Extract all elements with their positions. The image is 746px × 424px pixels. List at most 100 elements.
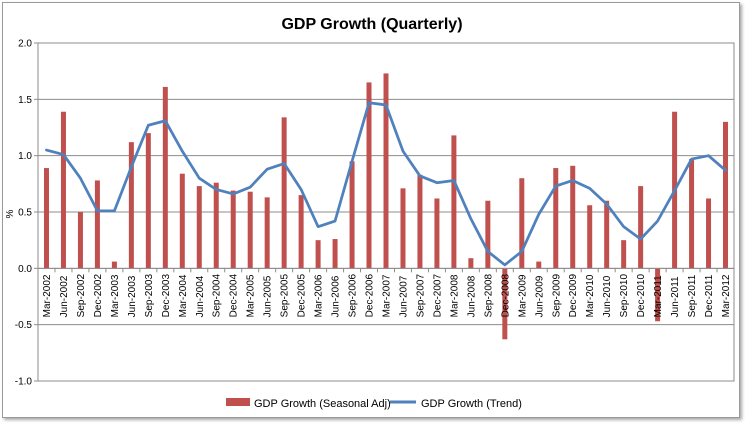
y-tick-label: -1.0 <box>15 377 33 388</box>
x-tick-label: Mar-2010 <box>585 274 596 317</box>
x-tick-label: Sep-2003 <box>144 274 155 318</box>
bar <box>638 186 644 269</box>
bar <box>145 133 151 269</box>
x-tick-label: Dec-2008 <box>500 274 511 318</box>
chart-title: GDP Growth (Quarterly) <box>281 16 462 33</box>
x-tick-label: Jun-2007 <box>398 275 409 317</box>
x-tick-label: Mar-2011 <box>653 275 664 317</box>
line-series <box>45 101 727 267</box>
x-tick-label: Sep-2008 <box>483 274 494 318</box>
chart-frame: GDP Growth (Quarterly) -1.0 -0.5 0.0 0.5 1.0… <box>2 2 740 418</box>
x-tick-label: Jun-2003 <box>127 275 138 317</box>
bar <box>706 198 712 269</box>
y-axis-label: % <box>5 209 16 218</box>
legend: GDP Growth (Seasonal Adj) GDP Growth (Tr… <box>226 398 522 410</box>
x-tick-label: Dec-2010 <box>636 274 647 318</box>
x-axis <box>37 267 735 273</box>
x-tick-label: Mar-2007 <box>382 274 393 317</box>
bar <box>536 261 542 269</box>
bar <box>604 200 610 269</box>
bar <box>162 86 168 269</box>
y-tick-label: 1.5 <box>18 95 32 106</box>
bar <box>43 168 49 269</box>
bar <box>196 186 202 269</box>
x-tick-label: Sep-2005 <box>280 274 291 318</box>
y-tick-label: 1.0 <box>18 151 32 162</box>
x-tick-label: Mar-2002 <box>42 274 53 317</box>
legend-label-line: GDP Growth (Trend) <box>421 398 522 410</box>
bar <box>349 161 355 269</box>
x-tick-label: Mar-2008 <box>449 274 460 317</box>
x-tick-label: Mar-2005 <box>246 274 257 317</box>
bar <box>179 173 185 269</box>
x-tick-label: Jun-2004 <box>195 275 206 317</box>
x-tick-label: Jun-2008 <box>466 275 477 317</box>
x-tick-label: Dec-2003 <box>161 274 172 318</box>
bar <box>213 182 219 269</box>
bar <box>434 198 440 269</box>
x-tick-label: Mar-2006 <box>314 274 325 317</box>
x-tick-label: Sep-2007 <box>415 274 426 318</box>
chart-canvas: GDP Growth (Quarterly) -1.0 -0.5 0.0 0.5 1.0… <box>5 16 735 410</box>
x-tick-label: Mar-2004 <box>178 274 189 317</box>
bar <box>230 190 236 269</box>
bar <box>94 180 100 269</box>
bar <box>247 191 253 269</box>
bar <box>485 200 491 269</box>
bar <box>553 168 559 269</box>
x-tick-label: Sep-2002 <box>76 274 87 318</box>
legend-swatch-bar <box>226 398 250 406</box>
x-tick-label: Sep-2010 <box>619 274 630 318</box>
x-tick-label: Mar-2003 <box>110 274 121 317</box>
x-tick-label: Dec-2005 <box>297 274 308 318</box>
x-tick-label: Jun-2005 <box>263 275 274 317</box>
bar <box>111 261 117 269</box>
x-axis-tick-labels: Mar-2002 Jun-2002 Sep-2002 Dec-2002 Mar-2003… <box>42 274 732 318</box>
bar <box>332 239 338 269</box>
bar <box>60 111 66 269</box>
x-tick-label: Dec-2006 <box>365 274 376 318</box>
bar <box>587 205 593 269</box>
x-tick-label: Jun-2009 <box>534 275 545 317</box>
x-tick-label: Dec-2007 <box>432 274 443 318</box>
x-tick-label: Sep-2004 <box>212 274 223 318</box>
x-tick-label: Dec-2004 <box>229 274 240 318</box>
x-tick-label: Jun-2002 <box>59 275 70 317</box>
bar <box>502 268 508 340</box>
x-tick-label: Mar-2012 <box>721 274 732 317</box>
bar <box>128 142 134 269</box>
x-tick-label: Sep-2009 <box>551 274 562 318</box>
bar <box>383 73 389 269</box>
bar <box>621 240 627 269</box>
x-tick-label: Dec-2009 <box>568 274 579 318</box>
bar <box>519 178 525 269</box>
x-tick-label: Jun-2011 <box>670 276 681 317</box>
y-tick-label: 2.0 <box>18 39 32 50</box>
bar <box>570 165 576 269</box>
bar <box>468 258 474 269</box>
bar <box>315 240 321 269</box>
bar <box>417 174 423 269</box>
y-tick-label: -0.5 <box>15 320 33 331</box>
bar <box>655 268 661 322</box>
x-tick-label: Dec-2002 <box>93 274 104 318</box>
x-tick-label: Sep-2006 <box>348 274 359 318</box>
bar <box>281 117 287 269</box>
bar <box>723 121 729 269</box>
bar <box>400 188 406 269</box>
bar <box>264 197 270 269</box>
bar <box>298 195 304 269</box>
bar <box>366 82 372 269</box>
bar <box>451 135 457 269</box>
x-tick-label: Jun-2006 <box>331 275 342 317</box>
y-axis: -1.0 -0.5 0.0 0.5 1.0 1.5 2.0 <box>15 39 38 388</box>
y-tick-label: 0.0 <box>18 264 32 275</box>
bar <box>689 159 695 269</box>
x-tick-label: Mar-2009 <box>517 274 528 317</box>
legend-label-bar: GDP Growth (Seasonal Adj) <box>254 398 391 410</box>
x-tick-label: Jun-2010 <box>602 275 613 317</box>
bar-series <box>43 73 729 340</box>
bar <box>77 212 83 269</box>
x-tick-label: Dec-2011 <box>704 274 715 317</box>
x-tick-label: Sep-2011 <box>687 274 698 317</box>
